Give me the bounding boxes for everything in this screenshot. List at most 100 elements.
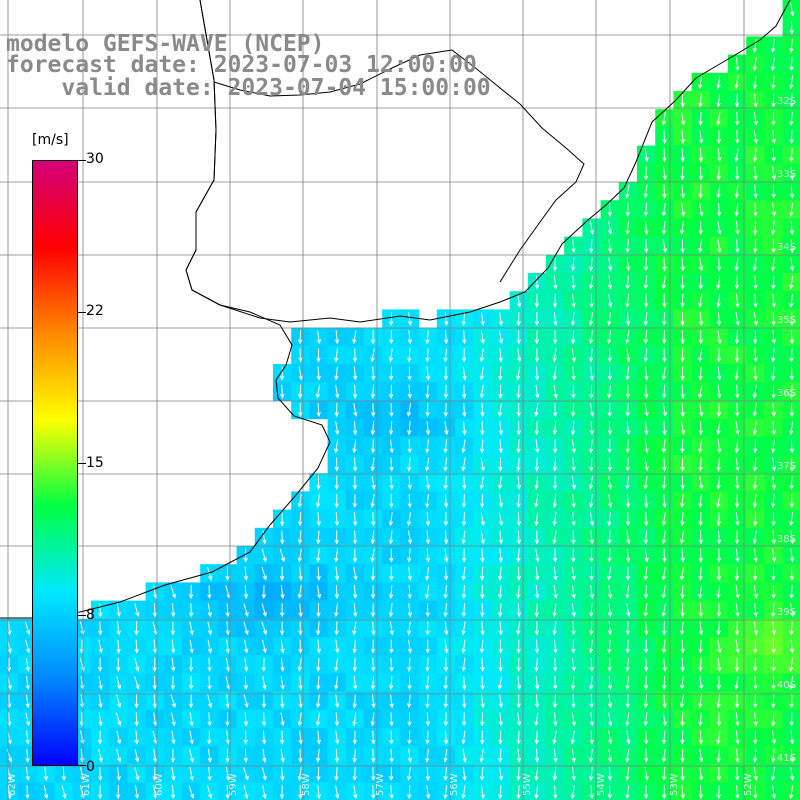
wind-arrow xyxy=(43,767,49,782)
wind-arrow xyxy=(170,675,176,691)
wind-arrow xyxy=(716,293,721,308)
wind-arrow xyxy=(207,766,212,782)
wind-arrow xyxy=(425,585,430,600)
wind-arrow xyxy=(425,366,431,381)
wind-arrow xyxy=(534,621,540,636)
wind-arrow xyxy=(480,585,485,600)
wind-arrow xyxy=(298,639,303,654)
wind-arrow xyxy=(370,603,376,618)
wind-arrow xyxy=(716,548,722,563)
wind-arrow xyxy=(571,239,576,254)
wind-arrow xyxy=(389,566,394,581)
wind-arrow xyxy=(716,257,722,272)
lat-label: 34S xyxy=(776,242,796,253)
wind-arrow xyxy=(625,293,630,308)
wind-arrow xyxy=(607,202,613,217)
wind-arrow xyxy=(643,257,649,272)
wind-arrow xyxy=(789,767,795,782)
wind-arrow xyxy=(679,621,685,636)
wind-arrow xyxy=(698,439,703,454)
wind-arrow xyxy=(534,311,540,327)
wind-arrow xyxy=(389,766,394,782)
wind-arrow xyxy=(407,384,412,399)
wind-arrow xyxy=(698,330,703,345)
wind-arrow xyxy=(698,75,703,90)
wind-arrow xyxy=(279,785,285,800)
wind-arrow xyxy=(116,766,121,782)
wind-arrow xyxy=(607,275,613,290)
wind-arrow xyxy=(734,93,740,108)
wind-arrow xyxy=(370,639,376,654)
wind-arrow xyxy=(662,493,667,509)
wind-arrow xyxy=(480,421,485,436)
wind-arrow xyxy=(625,402,630,418)
wind-arrow xyxy=(571,348,576,363)
wind-arrow xyxy=(479,384,485,399)
wind-arrow xyxy=(516,639,521,654)
wind-arrow xyxy=(771,75,776,90)
wind-arrow xyxy=(334,493,339,509)
wind-arrow xyxy=(571,530,576,545)
wind-arrow xyxy=(643,166,649,181)
wind-arrow xyxy=(570,675,576,691)
wind-arrow xyxy=(352,657,358,672)
wind-arrow xyxy=(735,111,740,126)
wind-arrow xyxy=(261,603,267,617)
wind-arrow xyxy=(698,694,703,709)
wind-arrow xyxy=(25,676,30,691)
wind-arrow xyxy=(716,75,721,90)
wind-arrow xyxy=(771,129,776,145)
wind-arrow xyxy=(370,421,376,436)
wind-arrow xyxy=(479,475,484,490)
wind-arrow xyxy=(371,366,376,381)
wind-arrow xyxy=(189,767,194,782)
wind-arrow xyxy=(461,311,467,327)
wind-arrow xyxy=(752,530,758,545)
wind-arrow xyxy=(407,639,413,654)
wind-arrow xyxy=(644,457,649,472)
wind-arrow xyxy=(552,366,557,381)
wind-arrow xyxy=(279,512,285,527)
wind-arrow xyxy=(771,457,777,472)
wind-arrow xyxy=(735,730,740,745)
wind-arrow xyxy=(479,348,485,363)
wind-arrow xyxy=(443,694,448,709)
lat-label: 41S xyxy=(776,753,796,764)
wind-arrow xyxy=(734,275,740,290)
wind-arrow xyxy=(443,766,448,782)
wind-arrow xyxy=(698,293,703,308)
wind-arrow xyxy=(170,603,176,618)
wind-arrow xyxy=(698,566,703,581)
wind-arrow xyxy=(752,239,758,254)
wind-arrow xyxy=(771,202,777,217)
wind-arrow xyxy=(698,530,703,545)
wind-arrow xyxy=(789,384,794,399)
wind-arrow xyxy=(644,493,649,509)
wind-arrow xyxy=(643,275,649,290)
wind-arrow xyxy=(571,767,576,782)
wind-arrow xyxy=(680,584,685,600)
wind-arrow xyxy=(352,748,357,763)
wind-arrow xyxy=(698,148,704,163)
wind-arrow xyxy=(570,257,576,272)
wind-arrow xyxy=(480,603,485,618)
wind-arrow xyxy=(771,676,776,691)
wind-arrow xyxy=(61,785,67,800)
wind-arrow xyxy=(98,603,103,618)
wind-arrow xyxy=(353,566,358,581)
wind-arrow xyxy=(207,657,212,672)
wind-arrow xyxy=(225,785,230,800)
wind-arrow xyxy=(734,257,739,272)
wind-arrow xyxy=(644,512,649,527)
wind-arrow xyxy=(534,530,540,545)
wind-arrow xyxy=(352,330,357,345)
wind-arrow xyxy=(571,275,576,290)
wind-arrow xyxy=(789,239,795,254)
wind-arrow xyxy=(789,275,794,290)
colorbar-tick-8: 8 xyxy=(86,607,95,623)
wind-arrow xyxy=(97,657,103,672)
wind-arrow xyxy=(680,657,685,672)
wind-arrow xyxy=(771,475,777,490)
wind-arrow xyxy=(698,475,704,490)
